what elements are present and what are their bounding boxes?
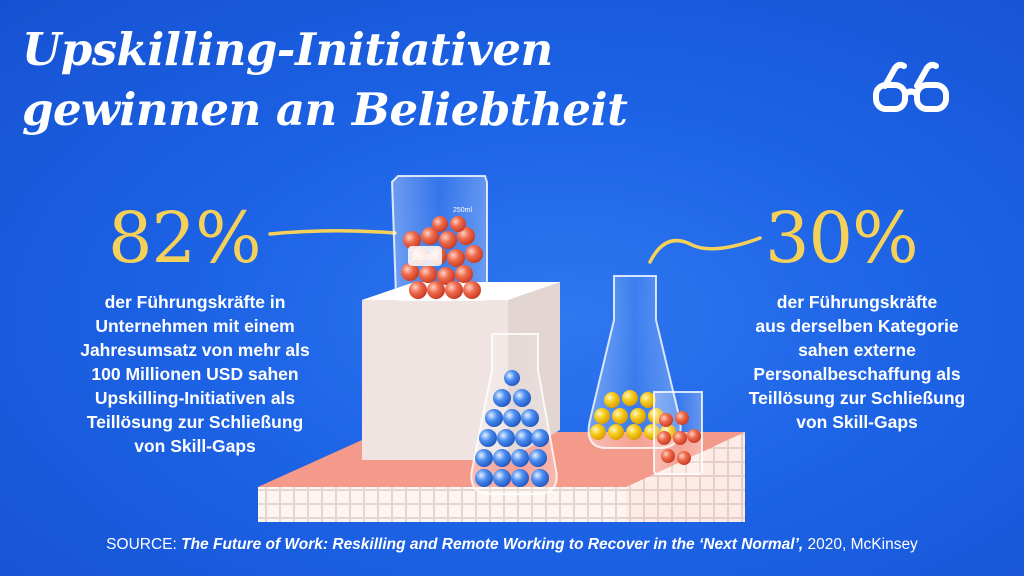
source-year-publisher: 2020, McKinsey: [807, 536, 918, 553]
beaker-label: 250ml: [453, 207, 473, 214]
page-title: Upskilling-Initiativen gewinnen an Belie…: [22, 23, 628, 136]
small-beaker-marbles-red: [657, 411, 701, 465]
source-title: The Future of Work: Reskilling and Remot…: [181, 536, 804, 553]
stat-right-description: der Führungskräfte aus derselben Kategor…: [748, 292, 966, 432]
stat-left-value: 82%: [108, 197, 262, 279]
stat-right-value: 30%: [765, 197, 919, 279]
beaker-label: 250ml: [412, 252, 437, 262]
source-label: SOURCE:: [106, 536, 177, 553]
beaker-marbles-red: [401, 216, 483, 299]
flask-marbles-blue: [475, 370, 549, 487]
stat-left-description: der Führungskräfte in Unternehmen mit ei…: [80, 292, 310, 456]
source-citation: SOURCE: The Future of Work: Reskilling a…: [0, 536, 1024, 554]
glasses-icon: [873, 61, 949, 112]
